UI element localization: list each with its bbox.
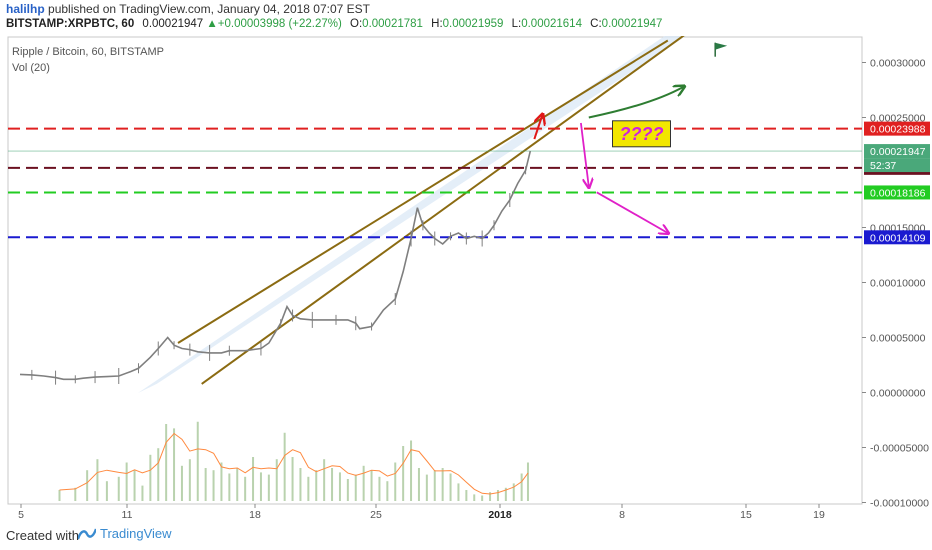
high-label: H: bbox=[431, 18, 443, 30]
publish-info: published on TradingView.com, January 04… bbox=[48, 2, 371, 16]
footer: Created with TradingView bbox=[0, 520, 932, 550]
x-tick-label: 5 bbox=[18, 509, 24, 520]
price-badge bbox=[864, 185, 930, 200]
arrow-magenta-right-icon bbox=[596, 191, 668, 233]
ohlc-line: BITSTAMP:XRPBTC, 60 0.00021947 ▲+0.00003… bbox=[6, 18, 662, 30]
change-value: +0.00003998 (+22.27%) bbox=[217, 18, 342, 30]
price-badge-label: 0.00021947 bbox=[870, 146, 926, 158]
x-tick-label: 18 bbox=[249, 509, 261, 520]
y-tick-label: 0.00030000 bbox=[870, 58, 926, 70]
countdown-badge bbox=[864, 158, 930, 173]
arrow-green-icon bbox=[588, 87, 684, 119]
x-tick-label: 8 bbox=[619, 509, 625, 520]
note-text: ???? bbox=[620, 124, 664, 144]
tradingview-brand-label: TradingView bbox=[100, 526, 172, 541]
last-price: 0.00021947 bbox=[142, 18, 204, 30]
low-value: 0.00021614 bbox=[521, 18, 582, 30]
price-chart[interactable]: ???? 0.000300000.000250000.000150000.000… bbox=[0, 36, 932, 520]
symbol-label[interactable]: BITSTAMP:XRPBTC, 60 bbox=[6, 18, 135, 30]
price-badge bbox=[864, 121, 930, 136]
tradingview-brand[interactable]: TradingView bbox=[78, 526, 172, 541]
y-tick-label: 0.00005000 bbox=[870, 333, 926, 345]
tradingview-logo-icon bbox=[78, 528, 96, 539]
price-badge-label: 0.00023988 bbox=[870, 124, 926, 136]
arrow-up-red-icon bbox=[533, 115, 542, 140]
y-tick-label: 0.00025000 bbox=[870, 113, 926, 125]
x-tick-label: 2018 bbox=[488, 509, 512, 520]
x-tick-label: 19 bbox=[813, 509, 825, 520]
x-tick-label: 11 bbox=[122, 509, 133, 520]
price-badge-label: 0.00018186 bbox=[870, 187, 926, 199]
x-tick-label: 25 bbox=[370, 509, 382, 520]
high-value: 0.00021959 bbox=[442, 18, 504, 30]
y-tick-label: -0.00010000 bbox=[870, 498, 929, 510]
created-with-label: Created with bbox=[6, 528, 79, 543]
close-label: C: bbox=[590, 18, 602, 30]
price-badge-label: 0.00014109 bbox=[870, 232, 926, 244]
volume-legend: Vol (20) bbox=[12, 62, 50, 74]
y-tick-label: 0.00010000 bbox=[870, 278, 926, 290]
channel-lower-line bbox=[201, 36, 685, 385]
price-badge bbox=[864, 144, 930, 159]
y-tick-label: -0.00005000 bbox=[870, 443, 929, 455]
publish-line: halilhp published on TradingView.com, Ja… bbox=[6, 2, 370, 16]
change-arrow-icon: ▲ bbox=[206, 18, 218, 30]
close-value: 0.00021947 bbox=[601, 18, 663, 30]
countdown-label: 52:37 bbox=[870, 160, 896, 172]
author-name[interactable]: halilhp bbox=[6, 2, 45, 16]
arrow-magenta-down-icon bbox=[580, 122, 589, 187]
open-label: O: bbox=[350, 18, 363, 30]
chart-legend-title: Ripple / Bitcoin, 60, BITSTAMP bbox=[12, 46, 164, 58]
chart-header: halilhp published on TradingView.com, Ja… bbox=[0, 0, 932, 36]
flag-icon bbox=[715, 42, 728, 50]
price-line bbox=[19, 150, 532, 381]
price-badge bbox=[864, 230, 930, 245]
y-tick-label: 0.00000000 bbox=[870, 388, 926, 400]
plot-frame bbox=[7, 36, 863, 505]
note-box bbox=[612, 120, 671, 148]
open-value: 0.00021781 bbox=[362, 18, 423, 30]
low-label: L: bbox=[511, 18, 522, 30]
volume-ma-line bbox=[59, 432, 529, 495]
x-tick-label: 15 bbox=[740, 509, 752, 520]
channel-fill bbox=[138, 36, 686, 393]
